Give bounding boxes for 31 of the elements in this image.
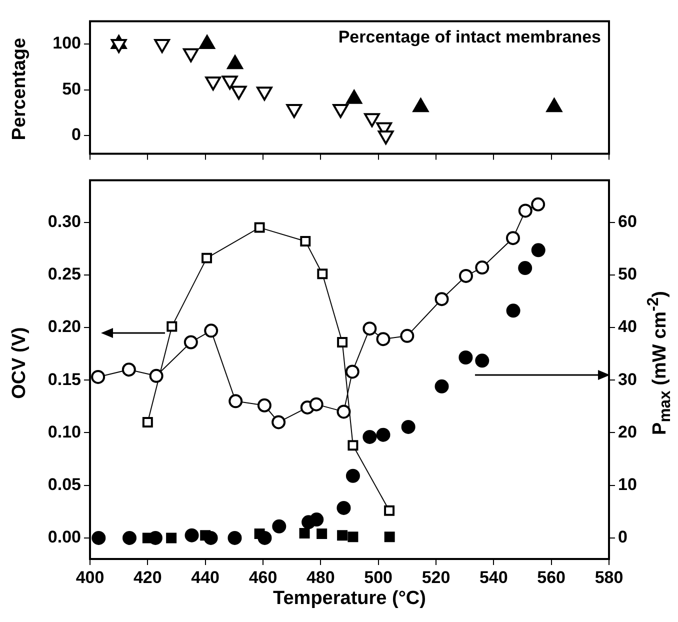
y-axis-title: Percentage	[9, 37, 31, 140]
y2-tick-label: 60	[618, 212, 637, 231]
x-tick-label: 560	[537, 568, 566, 587]
x-tick-label: 420	[133, 568, 162, 587]
y-tick-label: 0.00	[48, 528, 81, 547]
x-tick-label: 440	[191, 568, 220, 587]
x-tick-label: 580	[594, 568, 624, 587]
y-tick-label: 0.10	[48, 422, 81, 442]
x-tick-label: 400	[76, 568, 104, 587]
x-tick-label: 520	[422, 568, 450, 587]
y2-tick-label: 50	[618, 264, 637, 284]
x-tick-label: 540	[479, 568, 508, 587]
y2-tick-label: 30	[618, 370, 637, 389]
y-tick-label: 0.20	[48, 317, 81, 336]
y-tick-label: 0.05	[48, 475, 81, 494]
y-axis-title: OCV (V)	[9, 327, 31, 399]
y-tick-label: 50	[62, 79, 81, 98]
x-tick-label: 500	[364, 568, 393, 587]
y2-tick-label: 0	[618, 528, 628, 547]
y-tick-label: 0.15	[48, 370, 81, 389]
annotation: Percentage of intact membranes	[338, 27, 601, 46]
y2-tick-label: 10	[618, 475, 637, 494]
y2-tick-label: 40	[618, 317, 637, 336]
x-axis-title: Temperature (°C)	[273, 588, 426, 610]
x-tick-label: 480	[306, 568, 335, 587]
y-tick-label: 0	[72, 125, 81, 144]
y-tick-label: 0.25	[48, 264, 81, 284]
y2-tick-label: 20	[618, 422, 637, 442]
y-tick-label: 100	[52, 34, 81, 53]
x-tick-label: 460	[248, 568, 278, 587]
y-tick-label: 0.30	[48, 212, 81, 231]
